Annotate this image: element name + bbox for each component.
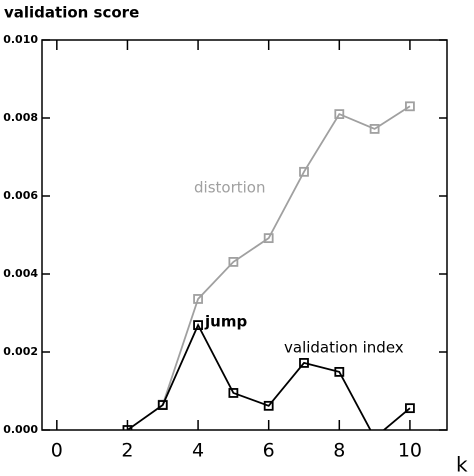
x-tick-label: 6 — [263, 440, 275, 462]
marker — [405, 403, 415, 414]
x-tick-label: 4 — [192, 440, 204, 462]
series-line — [161, 105, 411, 405]
marker — [369, 124, 380, 134]
x-tick-label: 8 — [333, 440, 345, 462]
x-axis-label: k — [456, 453, 468, 476]
marker — [228, 257, 239, 267]
marker — [157, 400, 168, 410]
y-tick-label: 0.002 — [3, 345, 38, 358]
x-tick-label: 2 — [121, 440, 133, 462]
y-tick-label: 0.000 — [3, 423, 38, 436]
y-tick-label: 0.008 — [3, 111, 38, 124]
marker — [228, 388, 239, 398]
series-label: distortion — [194, 179, 265, 197]
x-tick-label: 0 — [51, 440, 63, 462]
marker — [334, 366, 345, 377]
marker — [263, 400, 274, 411]
marker — [334, 109, 345, 119]
y-tick-label: 0.004 — [3, 267, 38, 280]
marker — [299, 166, 309, 177]
marker — [405, 101, 415, 112]
chart-title: validation score — [4, 4, 139, 22]
marker — [193, 294, 203, 304]
series-label: jump — [204, 313, 247, 331]
x-tick-label: 10 — [398, 440, 422, 462]
series-line — [126, 323, 411, 430]
marker — [299, 358, 309, 368]
plot-frame — [41, 39, 448, 431]
marker — [193, 320, 203, 330]
y-tick-label: 0.006 — [3, 189, 38, 202]
annotation: validation index — [284, 339, 404, 357]
y-tick-label: 0.010 — [3, 33, 38, 46]
marker — [263, 233, 274, 244]
plot-area — [122, 101, 415, 430]
